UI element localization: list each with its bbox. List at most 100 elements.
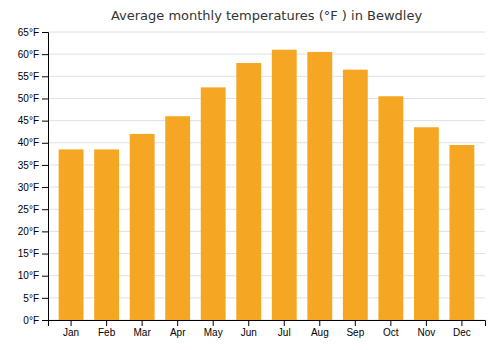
tick: Sep: [346, 320, 364, 338]
tick-mark: [461, 320, 462, 326]
tick: Nov: [417, 320, 435, 338]
tick-label: Jan: [63, 327, 79, 338]
tick: Aug: [311, 320, 329, 338]
tick: Jul: [278, 320, 291, 338]
tick: Jan: [63, 320, 79, 338]
tick: Oct: [383, 320, 399, 338]
grid-line: [48, 32, 485, 33]
tick-mark: [284, 320, 285, 326]
tick: 50°F: [18, 93, 48, 104]
tick-mark: [42, 254, 48, 255]
bar: [272, 50, 297, 320]
tick-mark: [142, 320, 143, 326]
plot-area: Jan Feb Mar Apr May Jun Jul Aug Sep Oct Nov Dec 0°F 5…: [18, 27, 486, 338]
tick: 25°F: [18, 204, 48, 215]
tick-label: Apr: [170, 327, 186, 338]
bar: [165, 116, 190, 320]
bar: [449, 145, 474, 320]
tick-mark: [213, 320, 214, 326]
bars: [59, 50, 475, 320]
tick-label: May: [204, 327, 223, 338]
tick: 55°F: [18, 71, 48, 82]
tick-mark: [106, 320, 107, 326]
tick-label: 10°F: [18, 270, 39, 281]
grid: [48, 32, 485, 320]
tick-mark: [42, 231, 48, 232]
tick: 0°F: [23, 315, 48, 326]
bar: [414, 127, 439, 320]
chart: Jan Feb Mar Apr May Jun Jul Aug Sep Oct Nov Dec 0°F 5…: [0, 0, 500, 350]
tick: 35°F: [18, 160, 48, 171]
tick-mark: [42, 298, 48, 299]
tick-label: 20°F: [18, 226, 39, 237]
tick: May: [204, 320, 223, 338]
tick-mark: [42, 32, 48, 33]
tick-label: 50°F: [18, 93, 39, 104]
tick-label: Feb: [98, 327, 116, 338]
tick-label: 25°F: [18, 204, 39, 215]
tick: 60°F: [18, 49, 48, 60]
tick-label: 0°F: [23, 315, 39, 326]
tick-mark: [177, 320, 178, 326]
tick-mark: [42, 209, 48, 210]
tick: 10°F: [18, 270, 48, 281]
tick-mark: [42, 320, 48, 321]
tick-mark: [42, 165, 48, 166]
tick-mark: [42, 187, 48, 188]
tick: 5°F: [23, 293, 48, 304]
tick-mark: [42, 54, 48, 55]
tick-label: 60°F: [18, 49, 39, 60]
bar: [236, 63, 261, 320]
title: Average monthly temperatures (°F ) in Be…: [111, 8, 423, 23]
bar: [201, 87, 226, 320]
tick-mark: [42, 276, 48, 277]
tick-label: 35°F: [18, 160, 39, 171]
tick-mark: [71, 320, 72, 326]
grid-line: [48, 76, 485, 77]
tick: Mar: [134, 320, 152, 338]
y-axis: 0°F 5°F 10°F 15°F 20°F 25°F 30°F 35°F 40°F 45°F 50…: [18, 27, 49, 326]
tick-label: 15°F: [18, 248, 39, 259]
tick-label: 5°F: [23, 293, 39, 304]
grid-line: [48, 120, 485, 121]
tick: 20°F: [18, 226, 48, 237]
tick-label: Mar: [134, 327, 152, 338]
tick-label: Aug: [311, 327, 329, 338]
tick-label: 55°F: [18, 71, 39, 82]
tick-label: 65°F: [18, 27, 39, 38]
tick-label: Nov: [417, 327, 435, 338]
tick-mark: [248, 320, 249, 326]
tick-label: Dec: [453, 327, 471, 338]
tick-mark: [319, 320, 320, 326]
tick-label: 45°F: [18, 115, 39, 126]
axis-domain: [42, 33, 49, 321]
bar: [307, 52, 332, 320]
grid-line: [48, 98, 485, 99]
x-axis: Jan Feb Mar Apr May Jun Jul Aug Sep Oct Nov Dec: [49, 320, 486, 338]
tick-mark: [42, 143, 48, 144]
tick: Feb: [98, 320, 116, 338]
tick: 30°F: [18, 182, 48, 193]
tick: Dec: [453, 320, 471, 338]
tick-label: 40°F: [18, 137, 39, 148]
tick-mark: [390, 320, 391, 326]
tick-label: Jul: [278, 327, 291, 338]
bar: [378, 96, 403, 320]
tick: Jun: [241, 320, 257, 338]
bar: [59, 149, 84, 320]
tick-mark: [42, 98, 48, 99]
bar: [343, 70, 368, 320]
tick: 15°F: [18, 248, 48, 259]
tick: 45°F: [18, 115, 48, 126]
axis-domain: [49, 321, 486, 327]
grid-line: [48, 54, 485, 55]
tick-mark: [426, 320, 427, 326]
bar: [94, 149, 119, 320]
tick-mark: [42, 121, 48, 122]
tick: Apr: [170, 320, 186, 338]
tick: 65°F: [18, 27, 48, 38]
bar: [130, 134, 155, 320]
tick: 40°F: [18, 137, 48, 148]
tick-label: 30°F: [18, 182, 39, 193]
tick-mark: [355, 320, 356, 326]
